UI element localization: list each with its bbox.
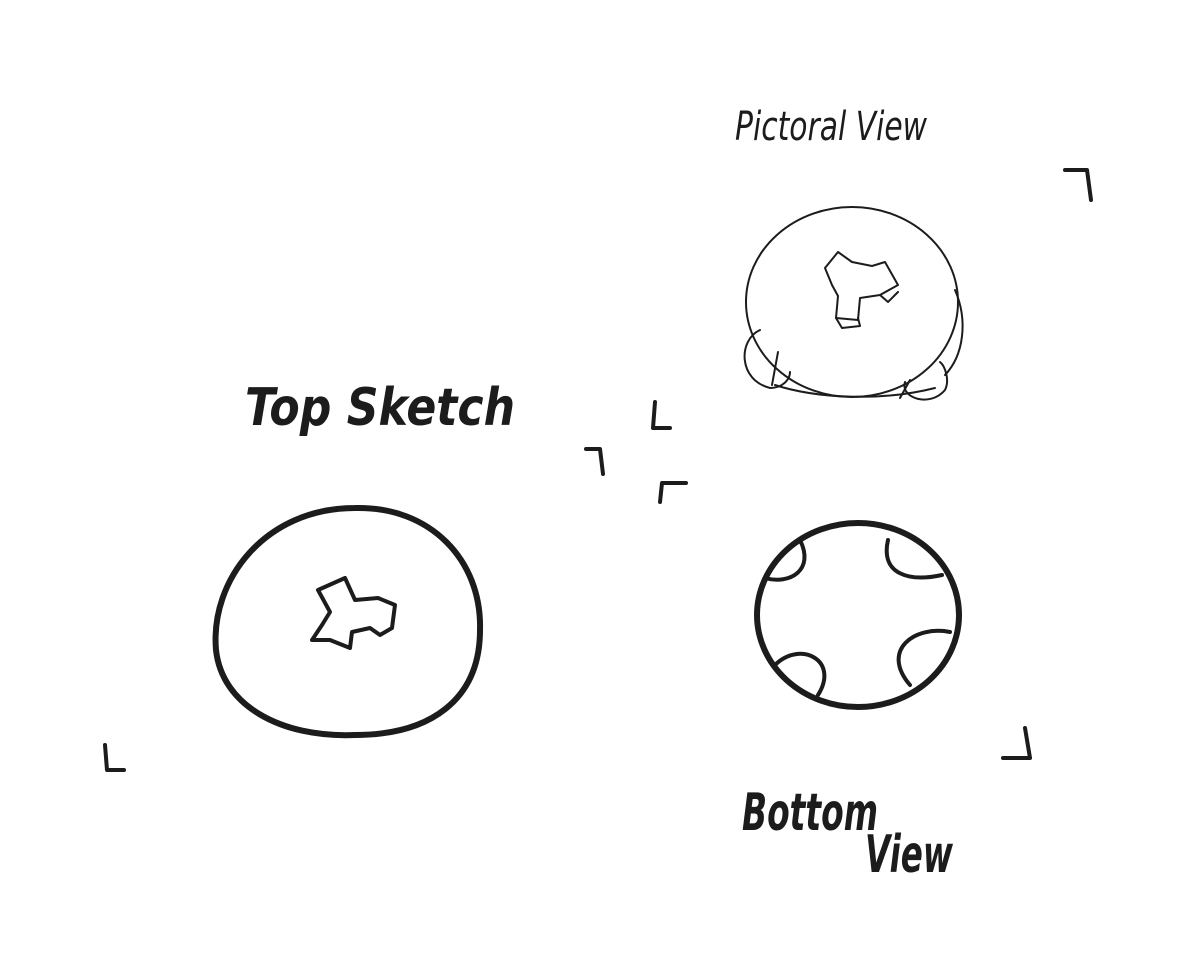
pictorial-grip-shape [824,251,899,321]
pictorial-grip-depth [835,291,899,329]
top-sketch-drawing [212,504,484,739]
bottom-foot-top-left [763,538,807,582]
bottom-view-label-line1: Bottom [742,783,878,843]
bottom-foot-bottom-right [896,628,952,687]
bottom-foot-top-right [884,538,944,580]
bottom-view-drawing [754,520,962,710]
pictorial-foot-left [743,329,791,389]
corner-mark-top-sketch-top-right [584,447,605,476]
corner-mark-bottom-view-top-left [658,481,688,504]
pictorial-view-label: Pictoral View [735,104,927,150]
corner-mark-pictorial-top-right [1063,168,1093,202]
pictorial-foot-right-inner [899,379,911,399]
pictorial-knob-bottom-edge [774,384,936,398]
bottom-foot-bottom-left [773,651,827,697]
top-sketch-label: Top Sketch [245,378,515,438]
bottom-view-outline [754,520,962,710]
bottom-view-label-line2: View [865,825,954,885]
pictorial-knob-drawing [743,206,964,401]
corner-mark-bottom-view-bottom-right [1001,726,1032,760]
top-sketch-grip [310,576,397,650]
corner-mark-pictorial-bottom-left [651,400,672,430]
corner-marks [103,168,1093,772]
top-sketch-outline [212,504,484,739]
pictorial-foot-left-inner [771,351,779,386]
pictorial-foot-right [903,361,949,401]
corner-mark-top-sketch-bottom-left [103,743,126,772]
pictorial-knob-side-edge [944,289,964,376]
pictorial-knob-top-face [745,206,959,398]
